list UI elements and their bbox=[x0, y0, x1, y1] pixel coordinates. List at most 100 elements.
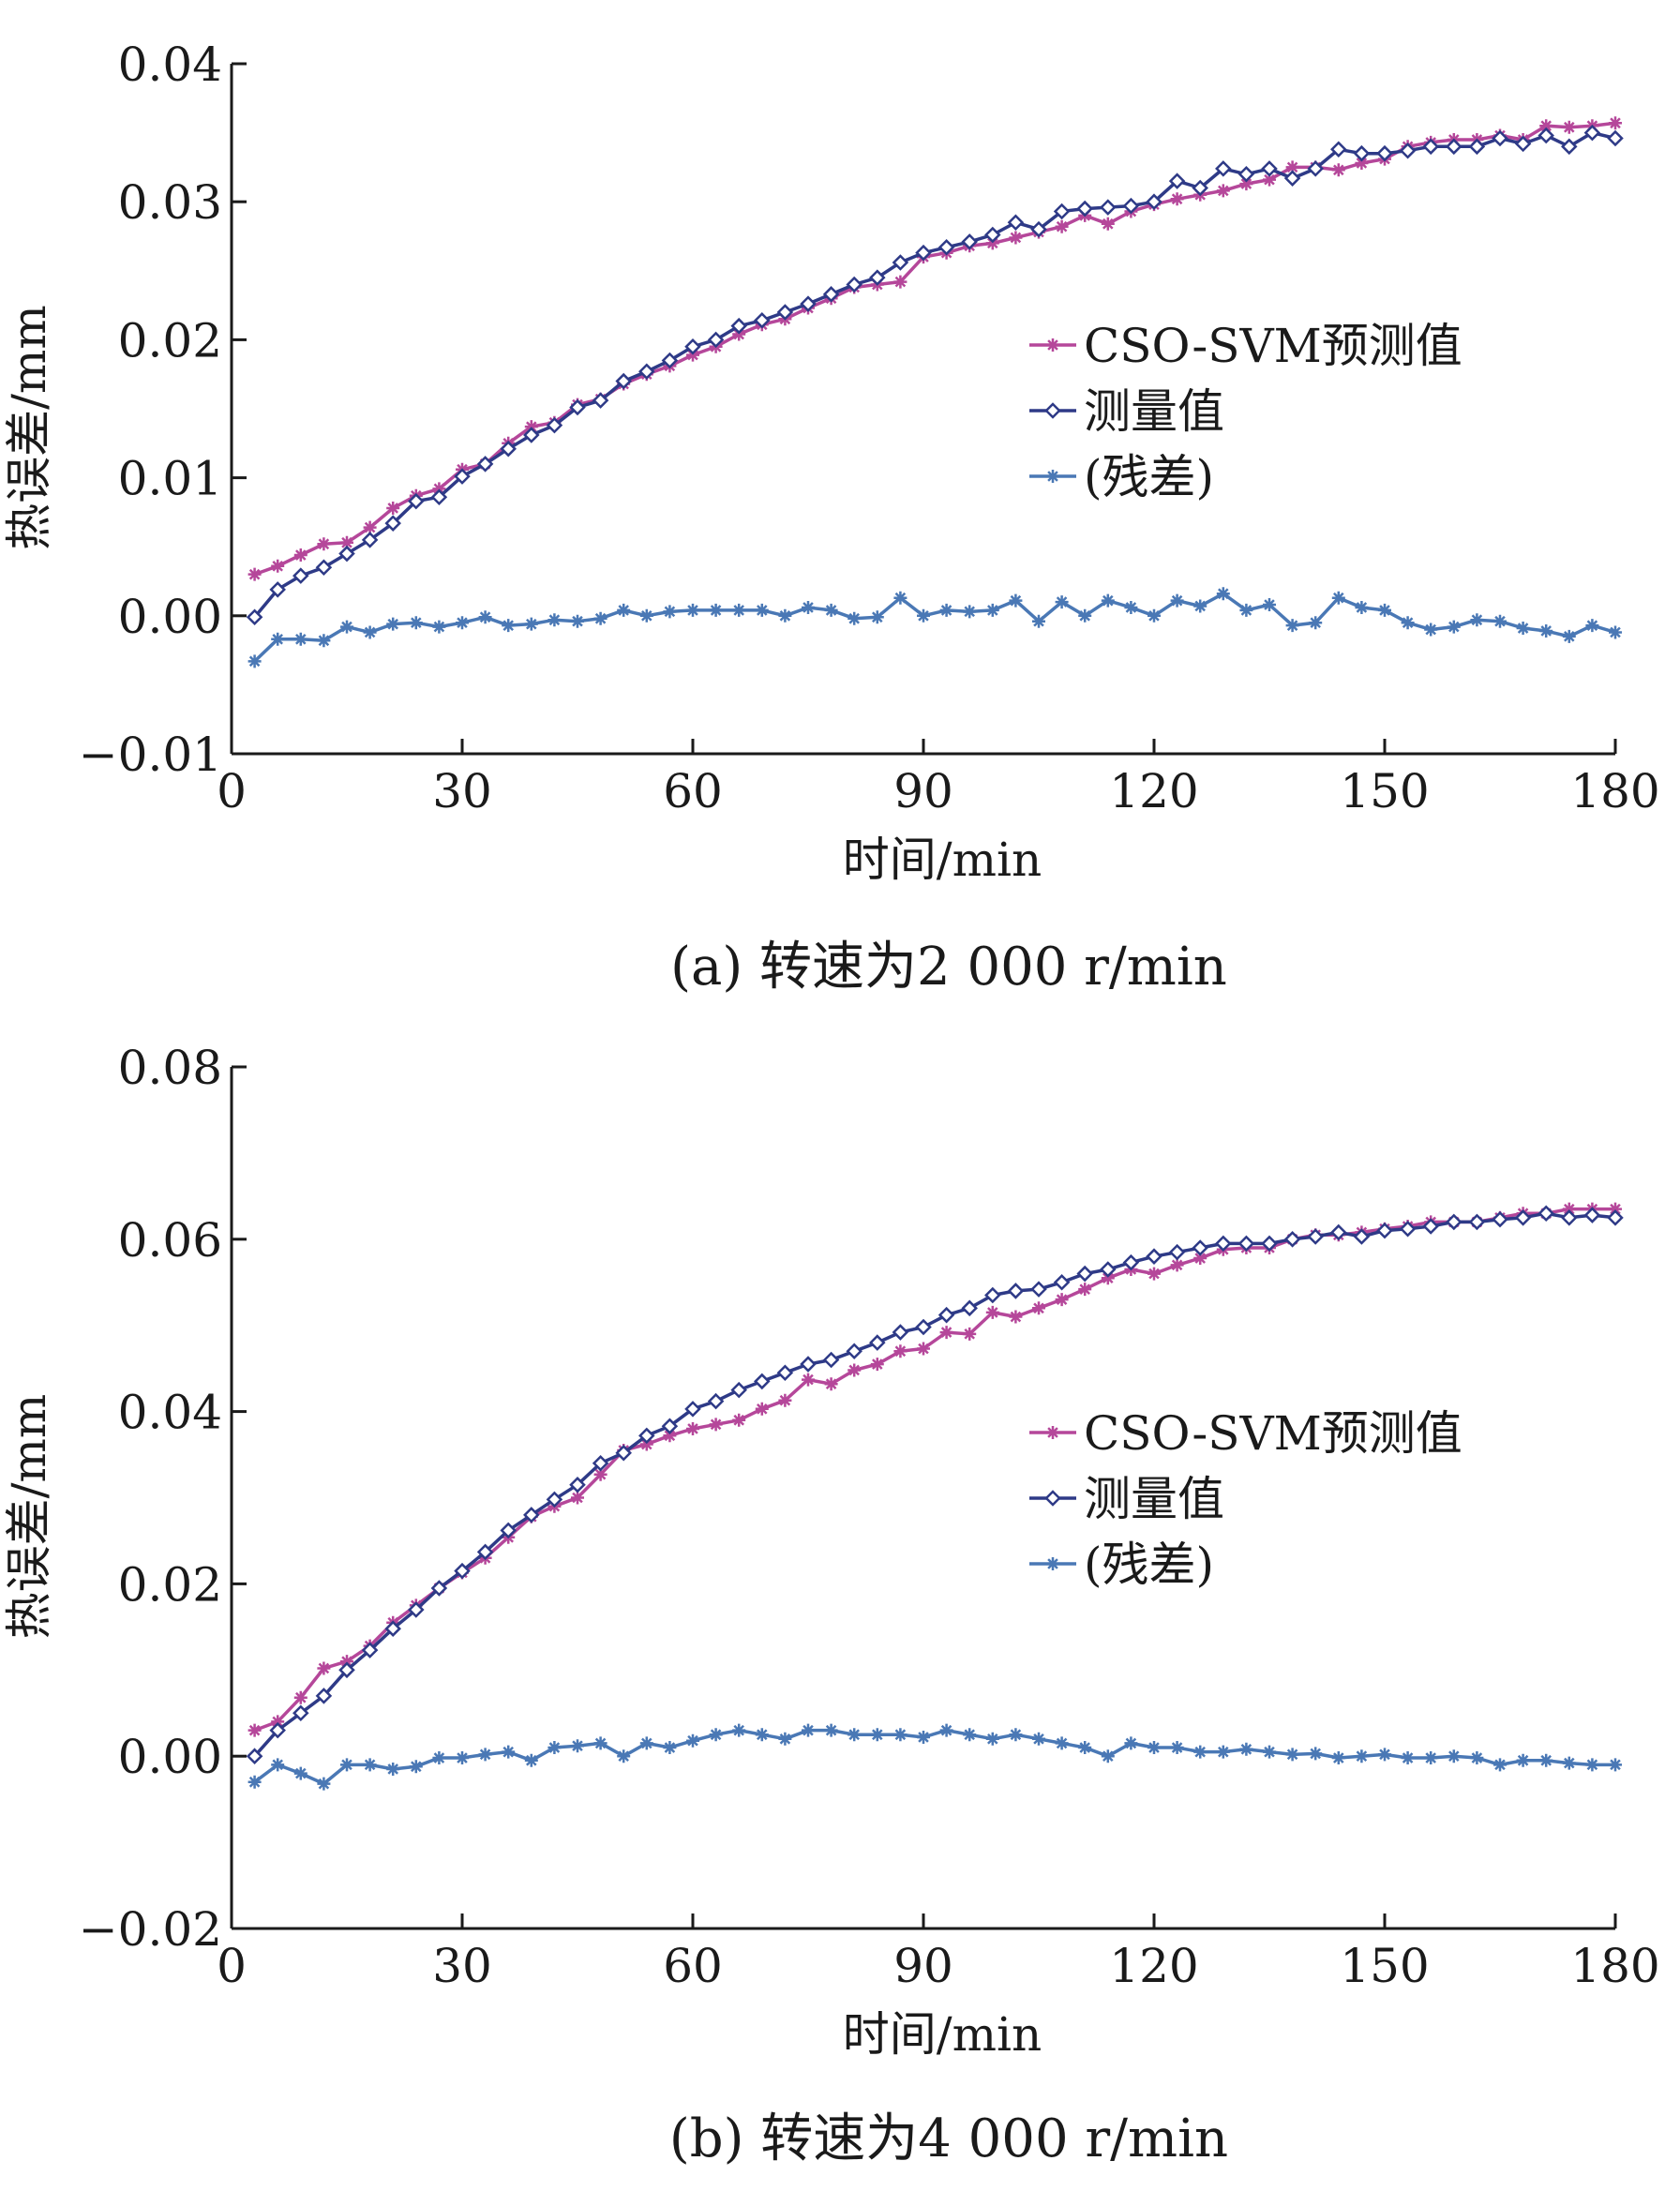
data-point bbox=[1007, 214, 1025, 232]
chart-a: 0.04 0.03 0.02 0.01 0.00 −0.010 30 60 90 120 150 18… bbox=[2, 38, 1660, 998]
legend-item: CSO-SVM预测值 bbox=[1029, 319, 1462, 373]
data-point bbox=[502, 619, 516, 633]
data-point bbox=[1030, 220, 1047, 238]
data-point bbox=[824, 603, 838, 617]
x-tick-label: 180 bbox=[1570, 1939, 1659, 1993]
data-point bbox=[939, 603, 953, 617]
data-point bbox=[1399, 1221, 1417, 1238]
data-point bbox=[1122, 197, 1140, 215]
data-point bbox=[1539, 1753, 1553, 1767]
legend-marker bbox=[1046, 1426, 1059, 1439]
data-point bbox=[432, 1751, 446, 1764]
x-tick-label: 0 bbox=[217, 1939, 247, 1993]
data-point bbox=[1401, 616, 1415, 630]
data-point bbox=[1609, 1758, 1622, 1772]
data-point bbox=[269, 1721, 286, 1739]
data-point bbox=[1422, 1218, 1439, 1235]
data-point bbox=[1355, 1749, 1369, 1763]
legend-item: CSO-SVM预测值 bbox=[1029, 1406, 1462, 1461]
data-point bbox=[1492, 1210, 1508, 1228]
data-point bbox=[917, 1342, 930, 1356]
data-point bbox=[500, 440, 517, 458]
series-2 bbox=[248, 587, 1622, 668]
data-point bbox=[571, 1491, 584, 1505]
data-point bbox=[271, 559, 285, 573]
data-point bbox=[546, 416, 563, 434]
data-point bbox=[1470, 1751, 1484, 1764]
data-point bbox=[1078, 608, 1092, 623]
data-point bbox=[800, 1356, 817, 1373]
data-point bbox=[963, 1327, 977, 1341]
data-point bbox=[961, 1299, 978, 1317]
data-point bbox=[548, 613, 562, 627]
data-point bbox=[1331, 591, 1345, 605]
data-point bbox=[246, 608, 263, 626]
data-point bbox=[1307, 160, 1324, 177]
data-point bbox=[1492, 129, 1508, 147]
data-point bbox=[1609, 625, 1622, 639]
series-0 bbox=[248, 1202, 1622, 1737]
series-line bbox=[253, 1207, 1615, 1733]
data-point bbox=[892, 254, 909, 271]
data-point bbox=[870, 610, 884, 624]
data-point bbox=[776, 304, 794, 321]
y-tick-label: 0.00 bbox=[118, 1730, 222, 1784]
legend-label: (残差) bbox=[1084, 450, 1214, 504]
data-point bbox=[271, 632, 285, 646]
data-point bbox=[409, 1760, 423, 1774]
data-point bbox=[1562, 629, 1576, 643]
data-point bbox=[409, 616, 423, 630]
x-tick-label: 120 bbox=[1109, 764, 1198, 818]
data-point bbox=[386, 617, 400, 631]
data-point bbox=[569, 398, 586, 416]
data-point bbox=[663, 605, 677, 619]
data-point bbox=[478, 1748, 492, 1762]
data-point bbox=[1148, 608, 1161, 623]
data-point bbox=[1538, 1205, 1554, 1222]
legend-label: 测量值 bbox=[1084, 384, 1224, 439]
data-point bbox=[800, 295, 817, 312]
data-point bbox=[1192, 1239, 1208, 1256]
data-point bbox=[269, 581, 286, 598]
data-point bbox=[1263, 173, 1276, 187]
data-point bbox=[1146, 193, 1162, 210]
data-point bbox=[456, 1751, 469, 1764]
series-line bbox=[253, 130, 1616, 619]
data-point bbox=[1215, 1235, 1232, 1253]
data-point bbox=[1032, 614, 1045, 628]
data-point bbox=[709, 1728, 723, 1742]
y-tick-label: 0.03 bbox=[118, 175, 222, 230]
data-point bbox=[1493, 1758, 1507, 1772]
data-point bbox=[802, 601, 815, 614]
x-axis-label: 时间/min bbox=[843, 833, 1042, 887]
data-point bbox=[1355, 601, 1369, 614]
x-tick-label: 60 bbox=[663, 1939, 723, 1993]
data-point bbox=[1609, 1202, 1622, 1216]
data-point bbox=[361, 1642, 379, 1658]
data-point bbox=[824, 1377, 838, 1391]
data-point bbox=[1285, 1748, 1299, 1762]
data-point bbox=[432, 482, 446, 496]
data-point bbox=[1401, 1751, 1415, 1764]
data-point bbox=[963, 605, 977, 619]
figure-caption: (a) 转速为2 000 r/min bbox=[670, 937, 1227, 998]
data-point bbox=[617, 603, 631, 617]
data-point bbox=[430, 488, 448, 505]
data-point bbox=[870, 1358, 884, 1372]
data-point bbox=[524, 1753, 538, 1767]
data-point bbox=[1470, 613, 1484, 627]
data-point bbox=[661, 1418, 679, 1434]
y-tick-label: 0.04 bbox=[118, 1386, 222, 1440]
data-point bbox=[939, 1326, 953, 1340]
data-point bbox=[1355, 157, 1369, 170]
x-tick-label: 120 bbox=[1109, 1939, 1198, 1993]
data-point bbox=[915, 244, 932, 262]
data-point bbox=[524, 617, 538, 631]
data-point bbox=[338, 1661, 355, 1679]
data-point bbox=[663, 1741, 677, 1754]
data-point bbox=[1562, 120, 1576, 134]
data-point bbox=[1263, 598, 1276, 611]
data-point bbox=[848, 611, 862, 625]
data-point bbox=[1422, 138, 1439, 156]
data-point bbox=[386, 1763, 400, 1776]
